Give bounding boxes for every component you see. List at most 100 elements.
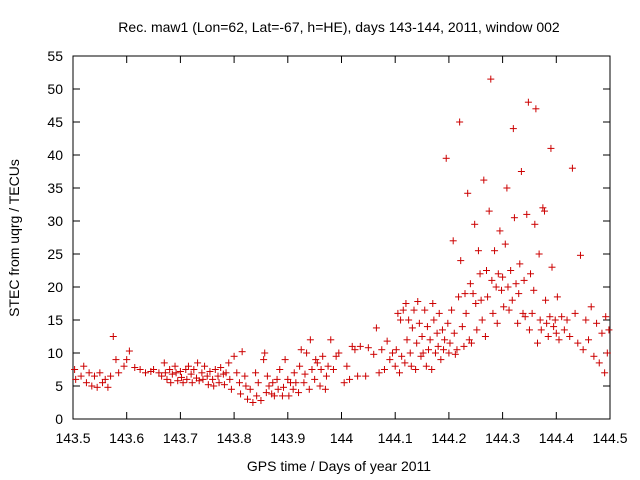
data-point [206,367,214,375]
data-point [246,385,254,393]
data-point [280,383,288,391]
data-point [263,372,271,380]
data-point [351,346,359,354]
data-point [93,383,101,391]
data-point [209,375,217,383]
data-point [558,313,566,321]
data-point [407,362,415,370]
data-point [222,369,230,377]
data-point [532,105,540,113]
data-point [440,346,448,354]
data-point [535,250,543,258]
data-point [504,283,512,291]
data-point [354,372,362,380]
data-point [383,337,391,345]
y-axis-label: STEC from uqrg / TECUs [6,159,22,317]
data-point [412,366,420,373]
x-tick-label: 143.6 [109,430,144,446]
data-point [372,324,380,332]
data-point [516,260,524,268]
data-point [450,329,458,337]
data-point [421,306,429,314]
data-point [571,309,579,317]
data-point [312,356,320,364]
data-point [472,300,480,307]
data-point [335,349,343,357]
data-point [458,323,466,331]
data-point [179,379,187,387]
data-point [115,369,123,377]
data-point [524,98,532,106]
data-point [429,300,437,307]
data-point [528,309,536,317]
data-point [467,339,475,347]
data-point [241,372,249,380]
data-point [406,349,414,357]
data-point [548,263,556,271]
data-point [503,184,511,192]
data-point [402,300,410,307]
data-point [375,369,383,377]
data-point [489,309,497,317]
data-point [260,356,268,364]
data-point [364,344,372,352]
x-tick-label: 144.5 [592,430,627,446]
data-point [308,366,316,373]
data-point [531,220,539,228]
data-point [120,362,128,370]
data-point [423,323,431,331]
data-point [437,356,445,364]
data-point [473,326,481,334]
data-point [428,366,436,373]
data-point [446,339,454,347]
data-point [187,370,195,378]
data-point [203,372,211,380]
data-point [394,309,402,317]
data-point [107,372,115,380]
data-point [474,247,482,255]
data-point [451,350,459,358]
data-point [380,366,388,373]
data-point [517,168,525,175]
data-point [167,379,175,387]
data-point [449,237,457,245]
data-point [163,375,171,383]
data-point [441,336,449,344]
data-point [555,336,563,344]
data-point [172,369,180,377]
data-point [96,369,104,377]
data-point [270,392,278,400]
data-point [188,379,196,387]
data-point [276,366,284,373]
data-point [445,349,453,357]
data-point [300,379,308,387]
data-point [262,389,270,397]
data-point [414,298,422,306]
data-point [487,75,495,83]
data-point [210,382,218,390]
data-point [257,397,265,405]
data-point [426,336,434,344]
data-point [204,381,212,389]
data-point [184,362,192,370]
data-point [434,342,442,350]
axis-ticks: 143.5 143.6 143.7 143.8 143.9 144 144.1 144.2 14… [47,48,627,446]
y-tick-label: 10 [47,345,63,361]
data-point [220,381,228,389]
data-point [418,333,426,340]
data-point [211,366,219,373]
data-point [230,352,238,360]
data-point [494,270,502,278]
data-point [537,326,545,334]
data-point [430,316,438,324]
data-point [85,369,93,377]
data-point [362,372,370,380]
data-point [500,303,508,311]
data-point [455,293,463,301]
data-point [507,267,515,274]
data-point [227,385,235,393]
data-point [392,346,400,354]
data-point [195,377,203,385]
data-point [543,319,551,327]
data-point [431,349,439,357]
